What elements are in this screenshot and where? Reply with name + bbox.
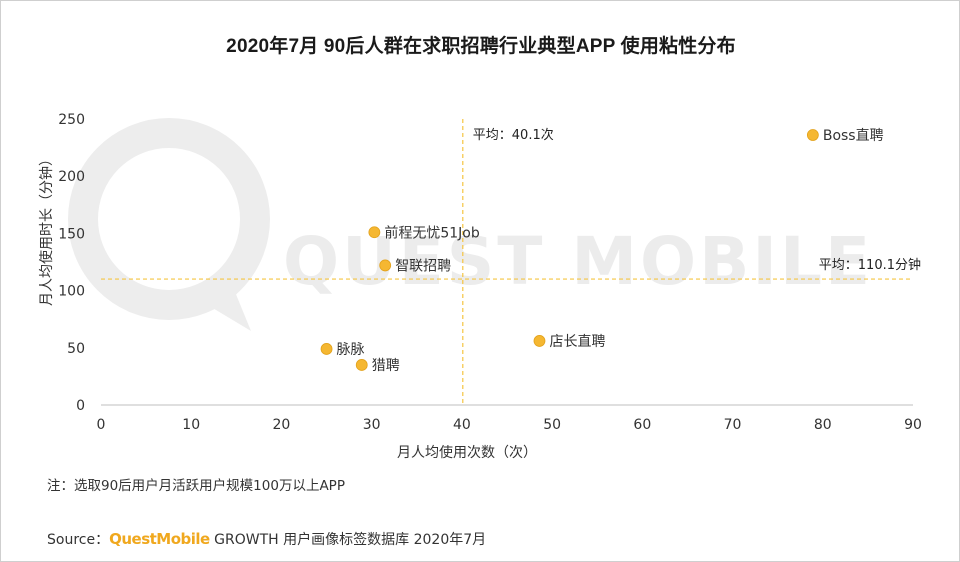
- y-tick-label: 50: [67, 341, 85, 357]
- data-point: [368, 226, 381, 239]
- data-point-label: 脉脉: [337, 342, 365, 358]
- data-point: [806, 129, 819, 141]
- footnote: 注：选取90后用户月活跃用户规模100万以上APP: [47, 478, 345, 494]
- data-point-label: 店长直聘: [549, 333, 605, 350]
- data-point-label: Boss直聘: [823, 127, 884, 144]
- y-axis-label: 月人均使用时长（分钟）: [38, 152, 55, 306]
- x-tick-label: 40: [453, 417, 471, 433]
- data-point-label: 智联招聘: [395, 258, 451, 274]
- watermark-logo-ring: [68, 118, 270, 320]
- x-tick-label: 30: [363, 417, 381, 433]
- watermark-logo-tail: [201, 287, 251, 331]
- y-tick-label: 100: [58, 284, 85, 300]
- x-tick-label: 90: [904, 417, 922, 433]
- x-tick-label: 0: [97, 417, 106, 433]
- source-line: Source：QuestMobile GROWTH 用户画像标签数据库 2020…: [47, 529, 486, 549]
- avg-y-label: 平均：110.1分钟: [819, 257, 921, 273]
- data-point: [533, 335, 546, 347]
- source-rest: GROWTH 用户画像标签数据库 2020年7月: [209, 532, 487, 548]
- chart-title: 2020年7月 90后人群在求职招聘行业典型APP 使用粘性分布: [226, 36, 736, 57]
- x-tick-labels: 0 10 20 30 40 50 60 70 80 90: [97, 417, 922, 433]
- data-point: [379, 259, 392, 272]
- data-point-label: 猎聘: [372, 358, 400, 374]
- source-prefix: Source：: [47, 532, 110, 548]
- x-tick-label: 60: [633, 417, 651, 433]
- y-tick-label: 0: [76, 398, 85, 414]
- y-tick-label: 250: [58, 112, 85, 128]
- x-tick-label: 10: [182, 417, 200, 433]
- avg-x-label: 平均：40.1次: [473, 127, 554, 143]
- y-tick-label: 150: [58, 226, 85, 242]
- data-point: [355, 359, 368, 371]
- data-point-label: 前程无忧51Job: [384, 224, 480, 241]
- source-brand: QuestMobile: [109, 530, 210, 548]
- x-tick-label: 80: [814, 417, 832, 433]
- x-tick-label: 70: [724, 417, 742, 433]
- y-tick-labels: 0 50 100 150 200 250: [58, 112, 85, 414]
- y-tick-label: 200: [58, 169, 85, 185]
- x-axis-label: 月人均使用次数（次）: [397, 444, 537, 461]
- x-tick-label: 50: [543, 417, 561, 433]
- x-tick-label: 20: [273, 417, 291, 433]
- data-point: [320, 343, 333, 355]
